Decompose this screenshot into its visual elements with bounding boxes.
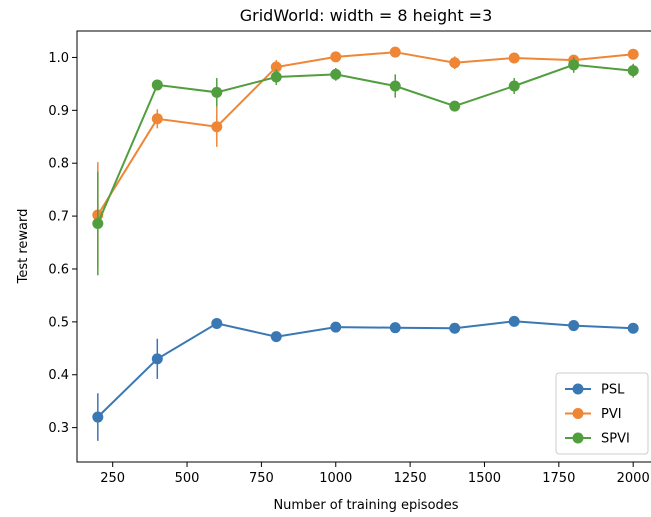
legend-marker-pvi (572, 408, 584, 419)
data-point-psl (627, 322, 639, 334)
data-point-spvi (627, 65, 639, 77)
data-point-spvi (92, 217, 104, 229)
y-tick-label: 0.9 (48, 104, 69, 119)
legend-marker-psl (572, 383, 584, 395)
plot-frame (76, 30, 651, 463)
series-psl (92, 315, 639, 441)
legend-label-pvi: PVI (601, 407, 622, 422)
data-point-spvi (151, 79, 163, 91)
legend: PSL PVI SPVI (555, 372, 649, 455)
x-tick-label: 250 (100, 471, 125, 486)
x-tick-label: 750 (249, 471, 274, 486)
legend-label-spvi: SPVI (601, 432, 630, 447)
data-point-spvi (270, 71, 282, 83)
series-line-psl (97, 320, 634, 418)
x-tick-label: 2000 (617, 471, 650, 486)
y-tick-label: 0.5 (48, 315, 69, 330)
data-point-psl (449, 322, 461, 334)
series-layer (92, 46, 639, 441)
legend-label-psl: PSL (601, 383, 625, 398)
data-point-psl (330, 321, 342, 333)
legend-marker-spvi (572, 432, 584, 444)
y-tick-label: 0.4 (48, 368, 69, 383)
data-point-pvi (389, 46, 401, 58)
data-point-pvi (211, 121, 223, 133)
data-point-pvi (508, 52, 520, 64)
x-tick-label: 1750 (542, 471, 575, 486)
data-point-psl (568, 320, 580, 332)
data-point-psl (92, 411, 104, 423)
x-tick-label: 1000 (319, 471, 352, 486)
data-point-psl (389, 322, 401, 334)
x-axis-label: Number of training episodes (273, 498, 458, 513)
data-point-psl (270, 331, 282, 343)
series-spvi (92, 56, 639, 276)
data-point-pvi (270, 61, 282, 73)
data-point-spvi (330, 68, 342, 80)
data-point-spvi (211, 86, 223, 98)
data-point-pvi (330, 51, 342, 63)
series-line-pvi (96, 51, 634, 216)
y-tick-label: 1.0 (48, 51, 69, 66)
y-axis: 0.3 0.4 0.5 0.6 0.7 0.8 0.9 1.0 (48, 51, 77, 436)
data-point-spvi (508, 80, 520, 92)
y-tick-label: 0.7 (48, 210, 69, 225)
x-axis: 250 500 750 1000 1250 1500 1750 2000 (100, 462, 650, 486)
y-axis-label: Test reward (16, 209, 31, 285)
data-point-pvi (151, 113, 163, 125)
x-tick-label: 500 (175, 471, 200, 486)
x-tick-label: 1500 (468, 471, 501, 486)
chart-title: GridWorld: width = 8 height =3 (240, 6, 493, 25)
data-point-spvi (389, 80, 401, 92)
series-line-spvi (96, 63, 634, 224)
y-tick-label: 0.6 (48, 262, 69, 277)
data-point-pvi (449, 57, 461, 69)
data-point-psl (508, 315, 520, 327)
x-tick-label: 1250 (394, 471, 427, 486)
y-tick-label: 0.8 (48, 157, 69, 172)
data-point-pvi (627, 48, 639, 60)
data-point-psl (211, 317, 223, 329)
data-point-spvi (568, 59, 580, 71)
data-point-psl (151, 353, 163, 365)
data-point-spvi (449, 100, 461, 112)
y-tick-label: 0.3 (48, 421, 69, 436)
